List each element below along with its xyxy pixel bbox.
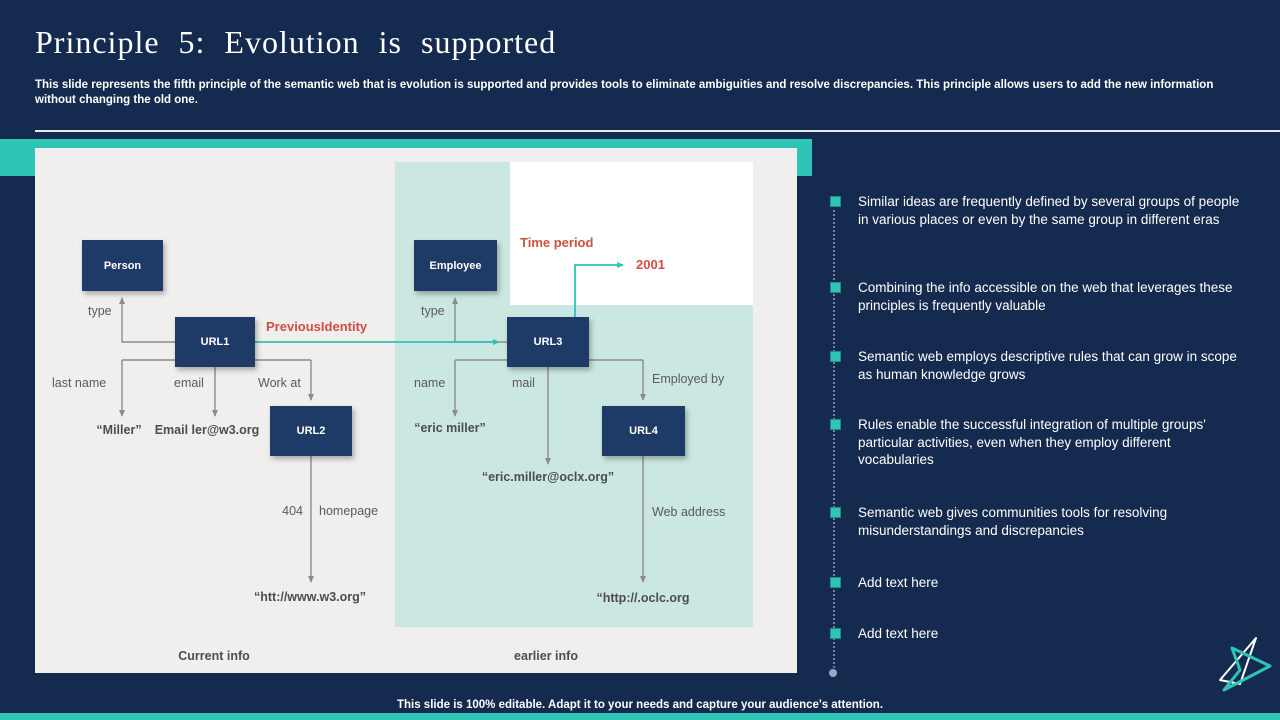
node-url1: URL1 bbox=[175, 317, 255, 367]
list-item: Add text here bbox=[830, 574, 1248, 592]
label-name: name bbox=[414, 376, 446, 390]
label-type-right: type bbox=[421, 304, 445, 318]
bullet-text: Semantic web gives communities tools for… bbox=[858, 505, 1168, 538]
bullet-square-icon bbox=[830, 419, 841, 430]
label-last-name: last name bbox=[52, 376, 107, 390]
value-eric-mail: “eric.miller@oclx.org” bbox=[481, 470, 615, 484]
bullet-text: Add text here bbox=[858, 626, 939, 641]
node-url3: URL3 bbox=[507, 317, 589, 367]
list-item: Semantic web employs descriptive rules t… bbox=[830, 348, 1248, 383]
bullet-text: Rules enable the successful integration … bbox=[858, 417, 1206, 467]
bullet-text: Similar ideas are frequently defined by … bbox=[858, 194, 1240, 227]
slide-description: This slide represents the fifth principl… bbox=[35, 79, 1214, 106]
bottom-accent-bar bbox=[0, 713, 1280, 720]
list-item: Similar ideas are frequently defined by … bbox=[830, 193, 1248, 228]
bullet-text: Semantic web employs descriptive rules t… bbox=[858, 349, 1237, 382]
time-period-region bbox=[510, 162, 753, 305]
footer-note: This slide is 100% editable. Adapt it to… bbox=[396, 699, 884, 711]
bullet-end-dot bbox=[829, 669, 837, 677]
node-url4: URL4 bbox=[602, 406, 685, 456]
list-item: Combining the info accessible on the web… bbox=[830, 279, 1248, 314]
label-employed-by: Employed by bbox=[652, 372, 725, 386]
label-year-2001: 2001 bbox=[636, 257, 665, 272]
value-miller: “Miller” bbox=[96, 423, 142, 437]
label-time-period: Time period bbox=[520, 235, 594, 250]
label-homepage: homepage bbox=[319, 504, 379, 518]
bullet-square-icon bbox=[830, 507, 841, 518]
node-person: Person bbox=[82, 240, 163, 291]
label-404: 404 bbox=[282, 504, 303, 518]
arrow-url1-type-person bbox=[119, 297, 175, 343]
bullet-square-icon bbox=[830, 282, 841, 293]
caption-current-info: Current info bbox=[178, 649, 250, 663]
node-url2: URL2 bbox=[270, 406, 352, 456]
value-oclc-url: “http://.oclc.org bbox=[596, 591, 690, 605]
caption-earlier-info: earlier info bbox=[514, 649, 578, 663]
label-email: email bbox=[174, 376, 204, 390]
bullet-text: Combining the info accessible on the web… bbox=[858, 280, 1233, 313]
page-title: Principle 5: Evolution is supported bbox=[35, 24, 557, 60]
arrow-time-period bbox=[574, 262, 624, 317]
label-previous-identity: PreviousIdentity bbox=[266, 319, 368, 334]
bullet-text: Add text here bbox=[858, 575, 939, 590]
value-w3-url: “htt://www.w3.org” bbox=[253, 590, 367, 604]
value-eric-miller: “eric miller” bbox=[414, 421, 486, 435]
list-item: Rules enable the successful integration … bbox=[830, 416, 1248, 469]
list-item: Semantic web gives communities tools for… bbox=[830, 504, 1248, 539]
bullet-connector-line bbox=[833, 205, 835, 672]
paper-plane-logo-icon bbox=[1219, 637, 1272, 692]
bullet-square-icon bbox=[830, 196, 841, 207]
label-type-left: type bbox=[88, 304, 112, 318]
bullet-square-icon bbox=[830, 628, 841, 639]
label-mail: mail bbox=[512, 376, 535, 390]
label-web-address: Web address bbox=[652, 505, 726, 519]
list-item: Add text here bbox=[830, 625, 1248, 643]
header-divider bbox=[35, 130, 1280, 132]
diagram-panel: Person Employee URL1 URL3 URL2 URL4 type… bbox=[35, 148, 797, 673]
arrow-url3-type-employee bbox=[452, 297, 507, 343]
node-employee: Employee bbox=[414, 240, 497, 291]
label-work-at: Work at bbox=[258, 376, 301, 390]
bullet-square-icon bbox=[830, 351, 841, 362]
bullet-square-icon bbox=[830, 577, 841, 588]
value-email: Email ler@w3.org bbox=[154, 423, 260, 437]
